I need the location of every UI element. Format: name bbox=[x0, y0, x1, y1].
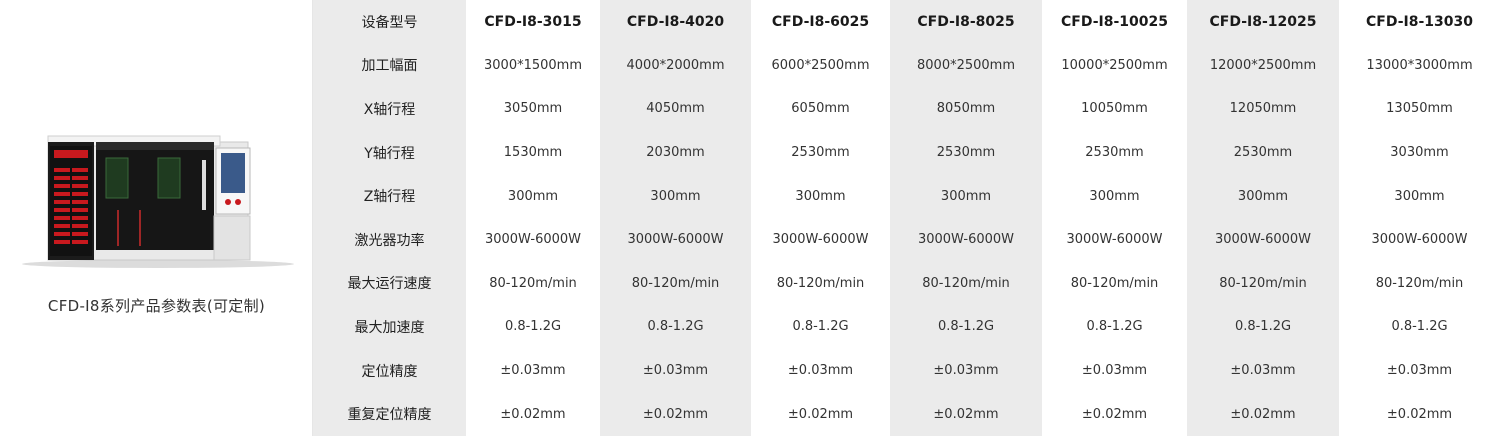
spec-value: ±0.03mm bbox=[500, 363, 566, 379]
spec-value: ±0.02mm bbox=[500, 406, 566, 422]
product-caption: CFD-I8系列产品参数表(可定制) bbox=[47, 297, 266, 315]
row-label: X轴行程 bbox=[363, 101, 416, 118]
spec-value: 80-120m/min bbox=[922, 275, 1010, 291]
spec-value: 3000W-6000W bbox=[484, 232, 582, 248]
spec-value: 3050mm bbox=[503, 101, 563, 117]
spec-value: ±0.03mm bbox=[1230, 363, 1296, 379]
spec-value: ±0.03mm bbox=[642, 363, 709, 379]
spec-value: 4050mm bbox=[646, 101, 705, 117]
spec-value: 2530mm bbox=[791, 145, 850, 161]
spec-value: 0.8-1.2G bbox=[937, 319, 995, 335]
spec-value: 3000*1500mm bbox=[484, 57, 582, 73]
spec-value: 300mm bbox=[1089, 188, 1140, 204]
row-label: 激光器功率 bbox=[354, 232, 425, 249]
spec-value: 300mm bbox=[507, 188, 559, 204]
spec-value: 80-120m/min bbox=[489, 275, 577, 291]
spec-value: 80-120m/min bbox=[776, 275, 865, 291]
model-name: CFD-I8-6025 bbox=[771, 13, 870, 30]
model-name: CFD-I8-13030 bbox=[1366, 13, 1473, 30]
spec-value: ±0.02mm bbox=[933, 406, 999, 422]
row-label: Z轴行程 bbox=[363, 189, 416, 206]
spec-value: 2530mm bbox=[1233, 145, 1293, 161]
spec-value: 0.8-1.2G bbox=[1086, 319, 1143, 335]
row-label: 重复定位精度 bbox=[347, 407, 432, 424]
spec-value: 4000*2000mm bbox=[626, 57, 725, 73]
row-label: 定位精度 bbox=[361, 363, 418, 380]
spec-value: 13050mm bbox=[1386, 101, 1453, 117]
spec-value: 3000W-6000W bbox=[917, 232, 1015, 248]
spec-value: ±0.02mm bbox=[642, 406, 709, 422]
product-panel: CFD-I8系列产品参数表(可定制) bbox=[0, 0, 313, 436]
model-column: CFD-I8-6025 6000*2500mm 6050mm 2530mm 30… bbox=[751, 0, 890, 436]
spec-value: 8000*2500mm bbox=[917, 57, 1015, 73]
model-name: CFD-I8-8025 bbox=[917, 13, 1015, 30]
model-column: CFD-I8-12025 12000*2500mm 12050mm 2530mm… bbox=[1187, 0, 1339, 436]
spec-value: 3000W-6000W bbox=[1214, 232, 1312, 248]
model-name: CFD-I8-4020 bbox=[626, 13, 725, 30]
model-column: CFD-I8-10025 10000*2500mm 10050mm 2530mm… bbox=[1042, 0, 1187, 436]
model-column: CFD-I8-4020 4000*2000mm 4050mm 2030mm 30… bbox=[600, 0, 751, 436]
row-label: 加工幅面 bbox=[361, 58, 418, 75]
row-labels-column: 设备型号 加工幅面 X轴行程 Y轴行程 Z轴行程 激光器功率 最大运行速度 最大… bbox=[313, 0, 466, 436]
spec-value: ±0.02mm bbox=[1230, 406, 1296, 422]
spec-value: 10000*2500mm bbox=[1061, 57, 1168, 73]
spec-value: ±0.02mm bbox=[1386, 406, 1453, 422]
spec-value: 2030mm bbox=[646, 145, 705, 161]
spec-value: 0.8-1.2G bbox=[1234, 319, 1292, 335]
spec-value: 3000W-6000W bbox=[1066, 232, 1163, 248]
spec-value: 300mm bbox=[650, 188, 701, 204]
row-label: 最大加速度 bbox=[354, 319, 425, 336]
model-column: CFD-I8-13030 13000*3000mm 13050mm 3030mm… bbox=[1339, 0, 1500, 436]
spec-table: 设备型号 加工幅面 X轴行程 Y轴行程 Z轴行程 激光器功率 最大运行速度 最大… bbox=[313, 0, 1500, 436]
spec-value: ±0.02mm bbox=[787, 406, 854, 422]
model-name: CFD-I8-10025 bbox=[1061, 13, 1168, 30]
spec-value: 0.8-1.2G bbox=[504, 319, 562, 335]
spec-value: 6000*2500mm bbox=[771, 57, 870, 73]
spec-value: 300mm bbox=[795, 188, 846, 204]
spec-value: 6050mm bbox=[791, 101, 850, 117]
spec-value: 3000W-6000W bbox=[1371, 232, 1468, 248]
spec-value: 0.8-1.2G bbox=[647, 319, 704, 335]
spec-value: 0.8-1.2G bbox=[1391, 319, 1448, 335]
spec-value: 1530mm bbox=[503, 145, 563, 161]
spec-value: 3000W-6000W bbox=[772, 232, 869, 248]
spec-value: ±0.03mm bbox=[1386, 363, 1453, 379]
spec-value: 13000*3000mm bbox=[1366, 57, 1473, 73]
spec-value: 2530mm bbox=[1085, 145, 1144, 161]
spec-value: 300mm bbox=[1394, 188, 1445, 204]
model-column: CFD-I8-8025 8000*2500mm 8050mm 2530mm 30… bbox=[890, 0, 1042, 436]
spec-value: 3030mm bbox=[1390, 145, 1449, 161]
row-label: 最大运行速度 bbox=[347, 276, 432, 293]
model-name: CFD-I8-12025 bbox=[1209, 13, 1317, 30]
spec-value: ±0.03mm bbox=[1081, 363, 1148, 379]
spec-value: ±0.02mm bbox=[1081, 406, 1148, 422]
spec-value: 12000*2500mm bbox=[1209, 57, 1317, 73]
spec-value: 8050mm bbox=[936, 101, 996, 117]
spec-value: 3000W-6000W bbox=[627, 232, 724, 248]
row-label: Y轴行程 bbox=[364, 145, 415, 162]
spec-value: 80-120m/min bbox=[1375, 275, 1464, 291]
spec-value: 300mm bbox=[940, 188, 992, 204]
spec-value: 80-120m/min bbox=[631, 275, 720, 291]
spec-value: 10050mm bbox=[1081, 101, 1148, 117]
model-column: CFD-I8-3015 3000*1500mm 3050mm 1530mm 30… bbox=[466, 0, 600, 436]
spec-value: ±0.03mm bbox=[787, 363, 854, 379]
spec-value: 0.8-1.2G bbox=[792, 319, 849, 335]
spec-value: 300mm bbox=[1237, 188, 1289, 204]
spec-value: 12050mm bbox=[1229, 101, 1297, 117]
laser-cutting-machine-image bbox=[22, 135, 294, 268]
row-label: 设备型号 bbox=[361, 14, 418, 31]
spec-value: ±0.03mm bbox=[933, 363, 999, 379]
spec-value: 80-120m/min bbox=[1070, 275, 1159, 291]
spec-value: 2530mm bbox=[936, 145, 996, 161]
spec-value: 80-120m/min bbox=[1219, 275, 1307, 291]
model-name: CFD-I8-3015 bbox=[484, 13, 582, 30]
